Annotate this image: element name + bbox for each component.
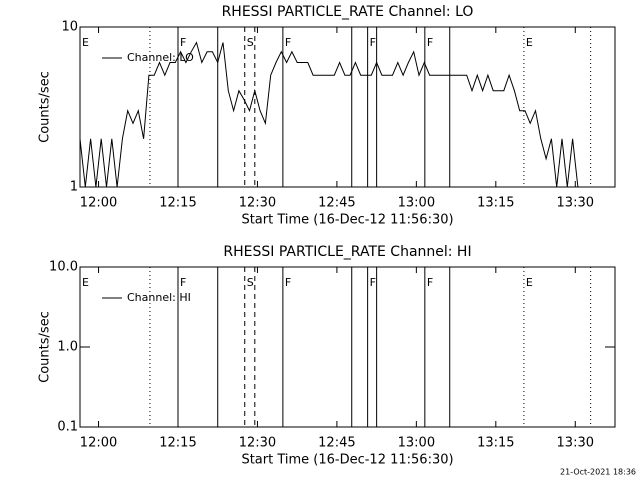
flag-label: F xyxy=(427,276,433,289)
flag-label: F xyxy=(285,36,291,49)
chart-title: RHESSI PARTICLE_RATE Channel: LO xyxy=(222,4,474,20)
legend-label: Channel: HI xyxy=(127,291,191,304)
y-tick-label: 1.0 xyxy=(57,340,78,355)
x-tick-label: 13:30 xyxy=(557,196,594,211)
x-axis-label: Start Time (16-Dec-12 11:56:30) xyxy=(241,453,453,468)
x-tick-label: 13:00 xyxy=(398,436,435,451)
x-tick-label: 13:15 xyxy=(477,196,514,211)
flag-label: F xyxy=(285,276,291,289)
x-tick-label: 12:30 xyxy=(239,436,276,451)
flag-label: S xyxy=(247,276,254,289)
y-tick-label: 10 xyxy=(61,20,78,35)
plot-frame xyxy=(79,26,616,188)
x-tick-label: 12:45 xyxy=(318,436,355,451)
x-tick-label: 12:00 xyxy=(80,196,117,211)
flag-label: E xyxy=(526,276,533,289)
x-tick-label: 12:15 xyxy=(159,436,196,451)
x-tick-label: 12:00 xyxy=(80,436,117,451)
y-tick-label: 10.0 xyxy=(49,260,78,275)
x-tick-label: 13:30 xyxy=(557,436,594,451)
y-tick-label: 1 xyxy=(70,180,78,195)
y-axis-label: Counts/sec xyxy=(38,311,53,383)
x-axis-label: Start Time (16-Dec-12 11:56:30) xyxy=(241,213,453,228)
chart-title: RHESSI PARTICLE_RATE Channel: HI xyxy=(223,244,471,260)
flag-label: E xyxy=(82,276,89,289)
x-tick-label: 12:30 xyxy=(239,196,276,211)
flag-label: F xyxy=(370,276,376,289)
flag-label: F xyxy=(180,36,186,49)
flag-label: E xyxy=(526,36,533,49)
data-line xyxy=(79,41,589,188)
flag-label: E xyxy=(82,36,89,49)
x-tick-label: 13:00 xyxy=(398,196,435,211)
x-tick-label: 12:15 xyxy=(159,196,196,211)
flag-label: F xyxy=(427,36,433,49)
legend-label: Channel: LO xyxy=(127,51,194,64)
flag-label: F xyxy=(370,36,376,49)
flag-label: S xyxy=(247,36,254,49)
flag-label: F xyxy=(180,276,186,289)
x-tick-label: 13:15 xyxy=(477,436,514,451)
y-tick-label: 0.1 xyxy=(57,420,78,435)
footer: 21-Oct-2021 18:36 xyxy=(560,468,636,477)
y-axis-label: Counts/sec xyxy=(38,71,53,143)
x-tick-label: 12:45 xyxy=(318,196,355,211)
